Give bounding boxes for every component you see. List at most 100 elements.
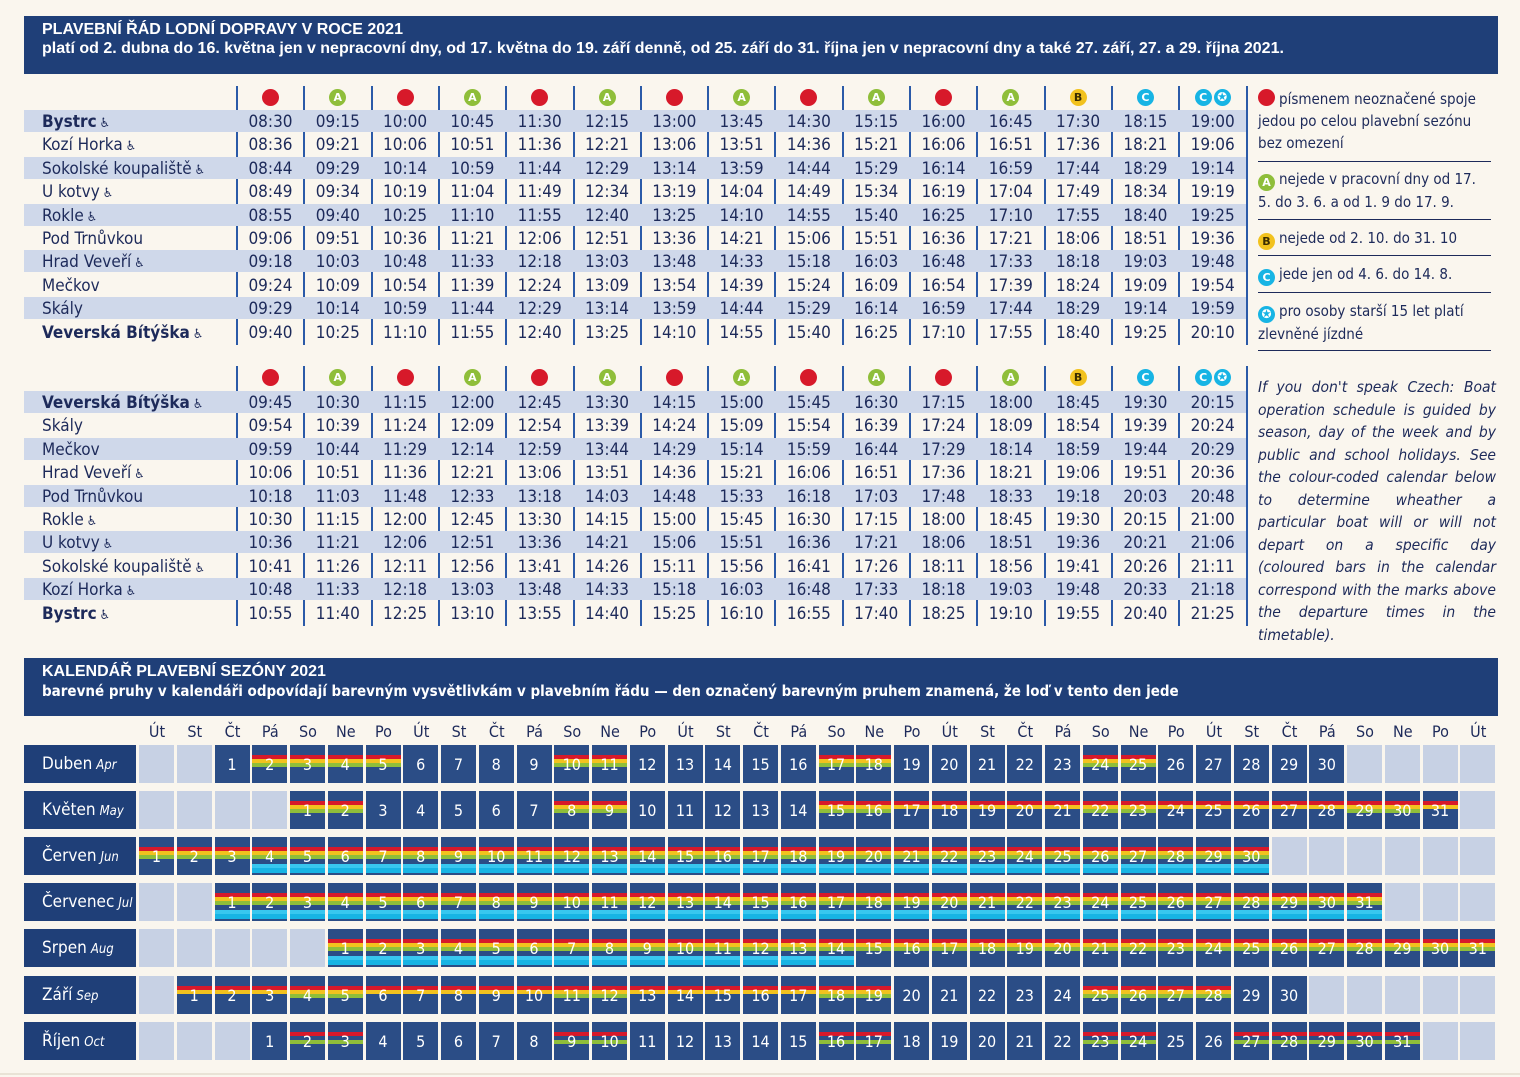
departure-time: 13:36 <box>652 229 697 249</box>
service-bar-c2 <box>931 864 967 869</box>
departure-time: 11:55 <box>450 322 495 343</box>
departure-time: 11:21 <box>450 229 495 249</box>
departure-time: 15:29 <box>854 158 899 179</box>
calendar-day: 26 <box>1120 975 1156 1014</box>
departure-time: 10:48 <box>383 252 428 273</box>
red-dot-icon <box>935 89 952 106</box>
departure-time: 17:44 <box>988 299 1033 320</box>
calendar-day: 27 <box>1196 883 1231 922</box>
departure-time: 18:34 <box>1123 182 1168 203</box>
departure-time: 16:10 <box>719 603 764 624</box>
service-bar-a <box>1120 947 1156 952</box>
service-bar-b <box>478 851 514 856</box>
service-bar-r <box>403 893 439 898</box>
departure-time: 21:18 <box>1190 580 1235 601</box>
calendar-day: 1 <box>214 883 250 922</box>
departure-time: 15:45 <box>786 393 831 413</box>
calendar-empty-cell <box>1422 745 1458 783</box>
departure-time: 16:18 <box>786 486 831 507</box>
service-bar-b <box>1045 897 1080 902</box>
service-bar-b <box>1422 943 1458 948</box>
calendar-day: 9 <box>592 791 627 830</box>
departure-time: 17:03 <box>854 486 899 507</box>
departure-time: 17:49 <box>1056 182 1101 203</box>
departure-time: 19:44 <box>1123 439 1168 460</box>
service-bar-a <box>592 993 627 998</box>
service-bar-a <box>856 809 892 814</box>
calendar-subtitle: barevné pruhy v kalendáři odpovídají bar… <box>42 682 1179 700</box>
calendar-empty-cell <box>214 929 250 968</box>
calendar-empty-cell <box>176 883 212 922</box>
departure-time: 13:25 <box>652 205 697 226</box>
wheelchair-icon: ♿ <box>125 584 137 600</box>
calendar-empty-cell <box>139 883 174 922</box>
service-bar-b <box>856 759 892 763</box>
service-bar-r <box>1309 1031 1345 1036</box>
calendar-day: 16 <box>856 791 892 830</box>
departure-time: 17:15 <box>854 510 899 530</box>
departure-time: 18:29 <box>1056 299 1101 320</box>
departure-time: 12:56 <box>450 556 495 577</box>
departure-time: 17:15 <box>921 393 966 413</box>
service-bar-b <box>1158 897 1194 902</box>
service-bar-b <box>252 897 288 902</box>
service-bar-c2 <box>1271 910 1307 915</box>
service-bar-a <box>667 901 703 906</box>
calendar-day: 7 <box>554 929 590 968</box>
departure-time: 21:06 <box>1190 533 1235 554</box>
weekday-header: Út <box>148 722 166 741</box>
calendar-day: 16 <box>894 929 929 968</box>
service-bar-a <box>176 855 212 860</box>
departure-time: 18:06 <box>921 533 966 554</box>
service-bar-c <box>1271 914 1307 920</box>
departure-time: 14:36 <box>652 463 697 484</box>
weekday-header: Pá <box>1054 722 1072 741</box>
service-bar-a <box>441 855 476 860</box>
calendar-day: 3 <box>214 837 250 876</box>
service-bar-a <box>365 947 401 952</box>
calendar-day: 12 <box>629 883 665 922</box>
service-bar-b <box>1196 989 1231 994</box>
service-bar-b <box>1271 943 1307 948</box>
calendar-day: 19 <box>856 975 892 1014</box>
service-bar-a <box>554 947 590 952</box>
departure-time: 19:36 <box>1190 229 1235 249</box>
weekday-header: Ne <box>335 722 356 741</box>
service-bar-b <box>1120 897 1156 902</box>
service-bar-c2 <box>705 956 741 961</box>
service-bar-r <box>252 985 288 990</box>
calendar-empty-cell <box>1271 837 1307 876</box>
calendar-empty-cell <box>1384 745 1420 783</box>
departure-time: 10:39 <box>315 416 360 437</box>
service-bar-c2 <box>1120 864 1156 869</box>
service-bar-b <box>894 943 929 948</box>
service-bar-a <box>931 947 967 952</box>
service-bar-c <box>894 868 929 874</box>
weekday-header: So <box>299 722 317 741</box>
service-bar-r <box>818 985 854 990</box>
service-bar-c <box>327 960 363 966</box>
service-bar-r <box>1196 985 1231 990</box>
service-bar-b <box>1120 805 1156 810</box>
service-bar-b <box>705 943 741 948</box>
service-bar-c <box>1082 914 1118 920</box>
departure-time: 09:40 <box>248 322 293 343</box>
calendar-day: 15 <box>780 1021 816 1060</box>
departure-time: 13:59 <box>719 158 764 179</box>
service-bar-r <box>1007 801 1043 806</box>
departure-time: 10:36 <box>248 533 293 554</box>
service-bar-b <box>743 989 778 994</box>
service-bar-r <box>441 847 476 852</box>
service-bar-c <box>1007 914 1043 920</box>
service-bar-a <box>1120 809 1156 814</box>
service-bar-c <box>743 868 778 874</box>
departure-marker <box>237 369 304 387</box>
departure-time: 17:10 <box>988 205 1033 226</box>
service-bar-a <box>1120 1039 1156 1044</box>
service-bar-b <box>1045 805 1080 810</box>
departure-time: 16:55 <box>786 603 831 624</box>
service-bar-r <box>403 847 439 852</box>
calendar-day: 14 <box>780 791 816 830</box>
calendar-day: 27 <box>1120 837 1156 876</box>
service-bar-c <box>931 914 967 920</box>
